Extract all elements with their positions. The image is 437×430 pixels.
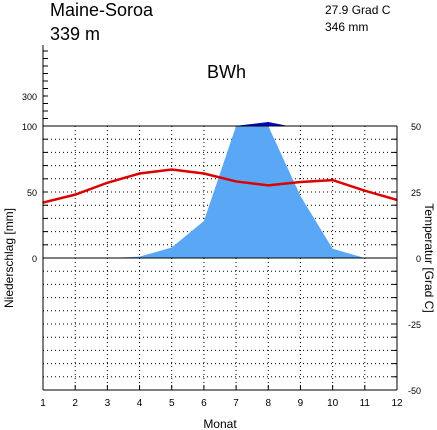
x-tick-label: 5 (169, 398, 175, 409)
x-tick-label: 10 (327, 398, 339, 409)
y-tick-label-left: 300 (22, 92, 37, 102)
x-tick-label: 3 (105, 398, 111, 409)
y-tick-label-right: 0 (416, 254, 421, 264)
station-name: Maine-Soroa (50, 0, 154, 20)
y-tick-label-left: 0 (32, 254, 37, 264)
x-tick-label: 2 (72, 398, 78, 409)
y-tick-label-right: 50 (411, 122, 421, 132)
station-elevation: 339 m (50, 24, 100, 44)
y-tick-label-right: -25 (408, 320, 421, 330)
y-tick-label-right: 25 (411, 188, 421, 198)
x-tick-label: 9 (298, 398, 304, 409)
x-tick-label: 11 (360, 398, 371, 409)
y-axis-left-title: Niederschlag [mm] (2, 208, 16, 308)
precipitation-excess-area (234, 122, 289, 126)
x-tick-label: 8 (265, 398, 271, 409)
y-tick-label-right: -50 (408, 386, 421, 396)
x-tick-label: 7 (233, 398, 239, 409)
x-tick-label: 6 (201, 398, 207, 409)
temperature-line (42, 168, 398, 204)
annual-precipitation: 346 mm (325, 20, 368, 34)
precipitation-area (43, 126, 397, 258)
x-tick-label: 4 (137, 398, 143, 409)
x-axis-title: Monat (203, 417, 237, 430)
mean-temperature: 27.9 Grad C (325, 3, 391, 17)
x-tick-label: 1 (40, 398, 46, 409)
y-axis-right-title: Temperatur [Grad C] (422, 203, 436, 312)
x-tick-label: 12 (391, 398, 403, 409)
climate-class: BWh (207, 62, 246, 82)
y-tick-label-left: 100 (22, 122, 37, 132)
y-tick-label-left: 50 (27, 188, 37, 198)
